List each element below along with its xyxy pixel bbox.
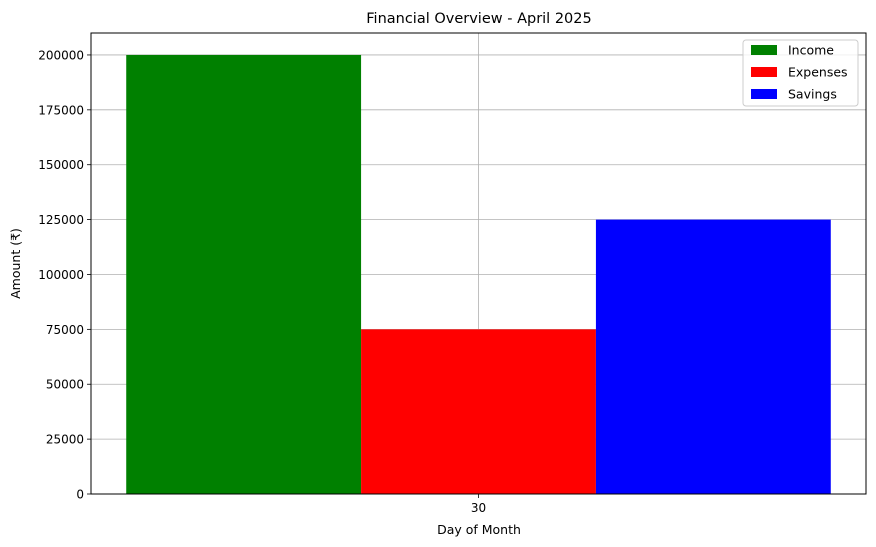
y-tick-label: 0: [76, 488, 84, 502]
y-tick-label: 50000: [46, 378, 84, 392]
legend: Income Expenses Savings: [742, 39, 859, 107]
y-tick-label: 175000: [38, 103, 84, 117]
y-axis-label: Amount (₹): [8, 228, 23, 299]
axis-ticks: 0 25000 50000 75000 100000 125000 150000 175000…: [38, 48, 486, 515]
y-tick-label: 125000: [38, 213, 84, 227]
legend-label-income: Income: [788, 43, 834, 58]
bar-income: [126, 54, 362, 494]
y-tick-label: 75000: [46, 323, 84, 337]
chart-title: Financial Overview - April 2025: [366, 11, 591, 27]
legend-swatch-savings: [751, 89, 777, 99]
x-axis-label: Day of Month: [437, 522, 521, 537]
x-tick-label: 30: [471, 501, 486, 515]
plot-frame: [90, 32, 867, 495]
y-tick-label: 200000: [38, 48, 84, 62]
y-tick-label: 25000: [46, 433, 84, 447]
bar-expenses: [361, 329, 596, 494]
legend-label-savings: Savings: [788, 87, 837, 102]
y-tick-label: 100000: [38, 268, 84, 282]
legend-label-expenses: Expenses: [788, 65, 848, 80]
bars: [126, 54, 831, 494]
legend-swatch-expenses: [751, 67, 777, 77]
legend-swatch-income: [751, 45, 777, 55]
bar-savings: [595, 219, 831, 494]
y-tick-label: 150000: [38, 158, 84, 172]
